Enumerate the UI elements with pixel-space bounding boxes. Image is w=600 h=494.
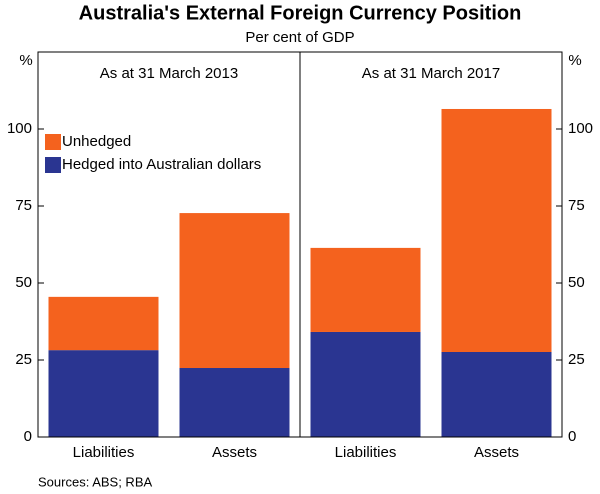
y-tick-label: 0 <box>24 428 32 445</box>
chart-subtitle: Per cent of GDP <box>245 29 354 46</box>
y-axis-label: % <box>19 52 32 69</box>
bar-segment <box>310 331 421 437</box>
y-tick-label: 25 <box>15 351 32 368</box>
panel-title: As at 31 March 2013 <box>100 65 238 82</box>
panel-title: As at 31 March 2017 <box>362 65 500 82</box>
source-note: Sources: ABS; RBA <box>38 474 152 489</box>
y-tick-label: 75 <box>15 197 32 214</box>
y2-tick-label: 50 <box>568 274 585 291</box>
bar-segment <box>179 368 290 437</box>
y2-tick-label: 75 <box>568 197 585 214</box>
chart-title: Australia's External Foreign Currency Po… <box>79 2 522 24</box>
bar-segment <box>179 213 290 369</box>
bar-segment <box>310 247 421 332</box>
bar-segment <box>441 351 552 437</box>
legend-swatch <box>45 157 61 173</box>
y2-axis-label: % <box>568 52 581 69</box>
y2-tick-label: 100 <box>568 120 593 137</box>
y-tick-label: 100 <box>7 120 32 137</box>
bar-segment <box>48 350 159 437</box>
y-tick-label: 50 <box>15 274 32 291</box>
x-tick-label: Assets <box>212 444 257 461</box>
bar-segment <box>48 296 159 351</box>
x-tick-label: Liabilities <box>335 444 397 461</box>
y2-tick-label: 25 <box>568 351 585 368</box>
bar-segment <box>441 108 552 352</box>
x-tick-label: Liabilities <box>73 444 135 461</box>
legend-label: Hedged into Australian dollars <box>62 156 261 173</box>
y2-tick-label: 0 <box>568 428 576 445</box>
legend-swatch <box>45 134 61 150</box>
legend-label: Unhedged <box>62 133 131 150</box>
x-tick-label: Assets <box>474 444 519 461</box>
